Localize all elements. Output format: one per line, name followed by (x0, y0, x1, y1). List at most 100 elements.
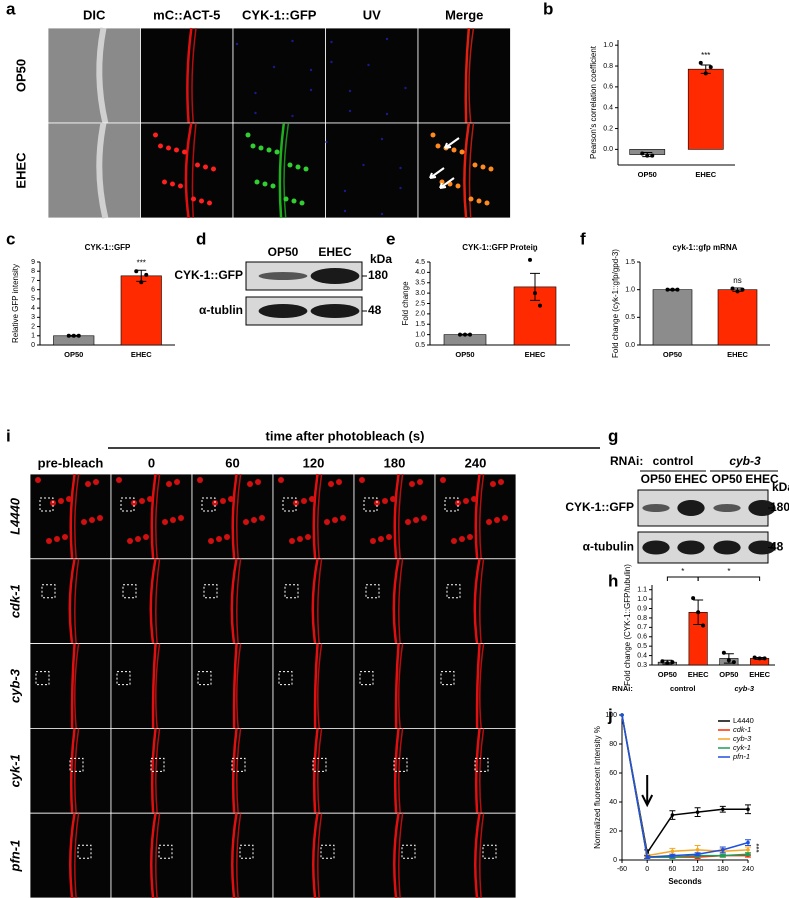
chart-title: cyk-1::gfp mRNA (673, 243, 738, 252)
vesicle (211, 166, 216, 172)
vesicle (413, 517, 419, 523)
structure (479, 813, 485, 898)
vesicle (405, 519, 411, 525)
structure (231, 812, 238, 898)
vesicle (340, 515, 346, 521)
legend-label: L4440 (733, 716, 754, 725)
data-point (691, 596, 696, 601)
texture (348, 89, 352, 93)
y-tick-label: 0.5 (415, 342, 425, 349)
bleach-roi (116, 671, 131, 686)
y-tick-label: 0.4 (603, 105, 613, 112)
y-tick-label: 0 (613, 857, 617, 864)
texture (235, 42, 239, 46)
data-point (730, 286, 735, 291)
vesicle (467, 534, 473, 540)
bleach-roi (203, 584, 218, 599)
micrograph (191, 643, 274, 729)
texture (96, 27, 109, 124)
y-tick-label: 2.5 (415, 300, 425, 307)
vesicle (195, 162, 200, 168)
bleach-roi (201, 497, 216, 512)
texture (330, 40, 333, 44)
structure (474, 728, 481, 814)
marker (670, 813, 675, 817)
vesicle (297, 536, 303, 542)
structure (149, 558, 157, 644)
arrow (444, 137, 460, 149)
structure (231, 473, 238, 559)
vesicle (203, 164, 208, 170)
y-axis-label: Relative GFP intensity (11, 264, 20, 343)
significance-label: *** (701, 51, 710, 60)
y-tick-label: 1.1 (637, 587, 647, 594)
bleach-roi (278, 671, 293, 686)
vesicle (301, 498, 307, 504)
structure (155, 728, 161, 814)
data-point (71, 333, 76, 338)
vesicle (305, 534, 311, 540)
bleach-roi (197, 671, 212, 686)
significance-bracket (697, 576, 761, 581)
x-tick-label: -60 (617, 866, 627, 873)
y-tick-label: 40 (609, 799, 617, 806)
vesicle (255, 479, 261, 485)
structure (236, 728, 242, 814)
band (677, 500, 705, 516)
micrograph (110, 643, 193, 729)
marker (645, 855, 649, 859)
y-tick-label: 0 (31, 342, 35, 349)
structure (236, 558, 242, 644)
bleach-roi (359, 671, 374, 686)
data-point (703, 71, 708, 76)
significance-label: *** (755, 843, 764, 852)
vesicle (455, 183, 461, 189)
panel-letter: a (6, 0, 16, 18)
panel-letter: h (608, 571, 618, 590)
band (748, 540, 776, 555)
arrow (641, 775, 654, 808)
structure (398, 473, 404, 559)
size-label: 180 (368, 268, 388, 282)
vesicle (197, 477, 203, 483)
panel-letter: d (196, 229, 206, 248)
marker (695, 810, 700, 814)
y-tick-label: 3 (31, 314, 35, 321)
lane-label: OP50 (712, 472, 743, 486)
significance-label: *** (137, 258, 146, 267)
marker (721, 853, 725, 858)
y-tick-label: 1.0 (603, 42, 613, 49)
micrograph (353, 643, 436, 729)
column-label: 120 (303, 455, 325, 470)
vesicle (486, 519, 492, 525)
micrograph (325, 27, 419, 124)
vesicle (498, 479, 504, 485)
chart-title: CYK-1::GFP Protein (462, 243, 538, 252)
vesicle (228, 496, 234, 502)
vesicle (245, 132, 251, 138)
y-tick-label: 0.9 (637, 605, 647, 612)
x-tick-label: 240 (742, 866, 754, 873)
group-label: cyb-3 (729, 454, 761, 468)
bleach-roi (231, 757, 246, 772)
vesicle (66, 496, 72, 502)
data-point (762, 656, 767, 661)
y-tick-label: 100 (605, 712, 617, 719)
y-tick-label: 0.5 (637, 643, 647, 650)
data-point (463, 332, 467, 337)
structure (464, 27, 471, 124)
data-point (726, 658, 731, 663)
structure (317, 728, 323, 814)
structure (468, 27, 475, 124)
vesicle (58, 498, 64, 504)
y-tick-label: 8 (31, 268, 35, 275)
y-tick-label: 0.8 (603, 63, 613, 70)
structure (69, 812, 76, 898)
data-point (538, 303, 542, 308)
panel-letter: c (6, 229, 15, 248)
structure (475, 643, 481, 729)
micrograph (47, 122, 141, 219)
structure (232, 643, 238, 729)
y-tick-label: 0.6 (637, 634, 647, 641)
structure (150, 728, 157, 814)
